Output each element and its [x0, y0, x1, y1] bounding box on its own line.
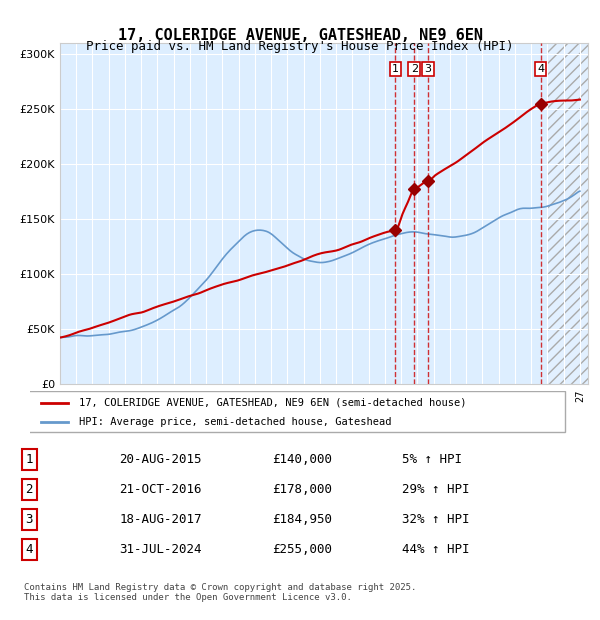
- Text: 18-AUG-2017: 18-AUG-2017: [119, 513, 202, 526]
- Text: 5% ↑ HPI: 5% ↑ HPI: [401, 453, 461, 466]
- Bar: [547, 43, 588, 384]
- Text: 44% ↑ HPI: 44% ↑ HPI: [401, 543, 469, 556]
- Text: 20-AUG-2015: 20-AUG-2015: [119, 453, 202, 466]
- FancyBboxPatch shape: [25, 391, 565, 432]
- Text: HPI: Average price, semi-detached house, Gateshead: HPI: Average price, semi-detached house,…: [79, 417, 391, 427]
- Text: Contains HM Land Registry data © Crown copyright and database right 2025.
This d: Contains HM Land Registry data © Crown c…: [24, 583, 416, 602]
- Text: 3: 3: [424, 64, 431, 74]
- Text: £178,000: £178,000: [272, 483, 332, 496]
- Text: Price paid vs. HM Land Registry's House Price Index (HPI): Price paid vs. HM Land Registry's House …: [86, 40, 514, 53]
- Text: 1: 1: [392, 64, 399, 74]
- Text: 32% ↑ HPI: 32% ↑ HPI: [401, 513, 469, 526]
- Text: 2: 2: [411, 64, 418, 74]
- Text: 4: 4: [26, 543, 33, 556]
- Text: 31-JUL-2024: 31-JUL-2024: [119, 543, 202, 556]
- Text: 21-OCT-2016: 21-OCT-2016: [119, 483, 202, 496]
- Text: £140,000: £140,000: [272, 453, 332, 466]
- Text: 4: 4: [537, 64, 544, 74]
- Text: 2: 2: [26, 483, 33, 496]
- Text: 1: 1: [26, 453, 33, 466]
- Bar: [547, 43, 588, 384]
- Text: 17, COLERIDGE AVENUE, GATESHEAD, NE9 6EN (semi-detached house): 17, COLERIDGE AVENUE, GATESHEAD, NE9 6EN…: [79, 398, 466, 408]
- Text: £255,000: £255,000: [272, 543, 332, 556]
- Text: 29% ↑ HPI: 29% ↑ HPI: [401, 483, 469, 496]
- Text: 17, COLERIDGE AVENUE, GATESHEAD, NE9 6EN: 17, COLERIDGE AVENUE, GATESHEAD, NE9 6EN: [118, 28, 482, 43]
- Text: £184,950: £184,950: [272, 513, 332, 526]
- Text: 3: 3: [26, 513, 33, 526]
